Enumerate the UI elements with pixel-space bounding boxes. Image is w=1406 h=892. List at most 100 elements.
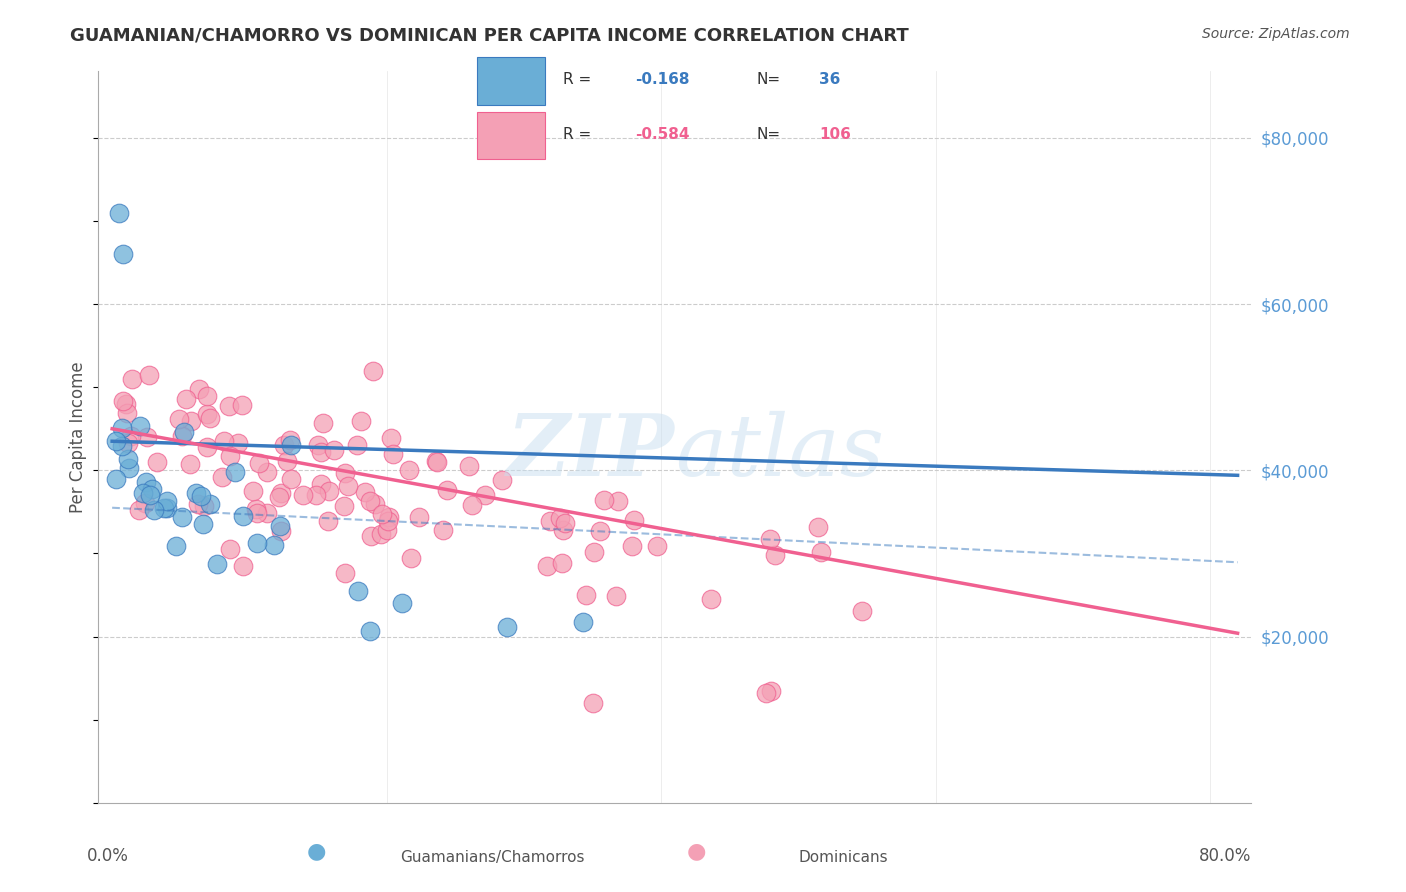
Point: [152, 501, 174, 516]
Point: [269, 519, 291, 533]
Point: [104, 472, 127, 486]
Text: 80.0%: 80.0%: [1199, 847, 1251, 864]
Point: [333, 466, 356, 480]
Text: -0.584: -0.584: [636, 127, 689, 142]
Text: Source: ZipAtlas.com: Source: ZipAtlas.com: [1202, 27, 1350, 41]
Point: [246, 506, 269, 520]
Y-axis label: Per Capita Income: Per Capita Income: [69, 361, 87, 513]
Point: [307, 438, 329, 452]
Text: R =: R =: [562, 127, 591, 142]
Point: [810, 545, 832, 559]
Point: [231, 398, 253, 412]
Point: [425, 455, 447, 469]
Point: [224, 466, 246, 480]
Point: [195, 389, 218, 403]
Point: [360, 529, 382, 543]
FancyBboxPatch shape: [478, 57, 546, 104]
Point: [128, 503, 150, 517]
Point: [256, 506, 278, 520]
Point: [759, 683, 782, 698]
Point: [219, 449, 242, 463]
Point: [605, 589, 627, 603]
Text: ●: ●: [307, 841, 326, 861]
Point: [381, 447, 404, 461]
Point: [391, 596, 413, 610]
Point: [139, 488, 162, 502]
Point: [359, 494, 381, 508]
Point: [256, 465, 278, 479]
Point: [536, 559, 558, 574]
Text: N=: N=: [756, 72, 780, 87]
Point: [398, 463, 420, 477]
Point: [582, 545, 605, 559]
Point: [332, 499, 354, 513]
Point: [575, 587, 598, 601]
Point: [309, 477, 332, 491]
Text: -0.168: -0.168: [636, 72, 689, 87]
Point: [606, 494, 628, 508]
Point: [851, 604, 873, 618]
Point: [273, 438, 295, 452]
Point: [173, 425, 195, 439]
Point: [180, 414, 202, 428]
Text: N=: N=: [756, 127, 780, 142]
Point: [111, 439, 134, 453]
Point: [371, 508, 394, 522]
Point: [347, 584, 370, 599]
Point: [105, 434, 128, 448]
Point: [146, 455, 169, 469]
Point: [169, 412, 191, 426]
Point: [200, 411, 222, 425]
Point: [108, 205, 131, 219]
Point: [218, 399, 240, 413]
Point: [364, 497, 387, 511]
Point: [280, 472, 302, 486]
Point: [361, 363, 384, 377]
Point: [318, 483, 340, 498]
Text: 0.0%: 0.0%: [87, 847, 129, 864]
Point: [179, 457, 201, 471]
Point: [572, 615, 595, 630]
Point: [115, 397, 138, 411]
Point: [232, 558, 254, 573]
Point: [219, 542, 242, 557]
Point: [474, 488, 496, 502]
Point: [111, 421, 134, 435]
Point: [292, 488, 315, 502]
Point: [246, 536, 269, 550]
Point: [270, 524, 292, 539]
Text: R =: R =: [562, 72, 591, 87]
Point: [359, 624, 381, 639]
Point: [142, 502, 165, 516]
Point: [354, 484, 377, 499]
Point: [165, 540, 187, 554]
Point: [432, 523, 454, 537]
Point: [118, 461, 141, 475]
Point: [134, 496, 156, 510]
Point: [336, 479, 359, 493]
Text: 106: 106: [820, 127, 851, 142]
Point: [538, 514, 561, 528]
Point: [156, 493, 179, 508]
Point: [156, 501, 179, 516]
Text: ●: ●: [686, 841, 706, 861]
Point: [195, 407, 218, 421]
Point: [620, 540, 643, 554]
Point: [370, 527, 392, 541]
Point: [112, 247, 135, 261]
Point: [551, 524, 574, 538]
Point: [131, 485, 153, 500]
Point: [232, 508, 254, 523]
FancyBboxPatch shape: [478, 112, 546, 160]
Point: [276, 453, 298, 467]
Point: [280, 438, 302, 452]
Point: [554, 516, 576, 531]
Point: [305, 488, 328, 502]
Point: [138, 368, 160, 382]
Point: [399, 551, 422, 566]
Point: [115, 407, 138, 421]
Point: [242, 483, 264, 498]
Point: [457, 459, 479, 474]
Point: [807, 520, 830, 534]
Point: [270, 485, 292, 500]
